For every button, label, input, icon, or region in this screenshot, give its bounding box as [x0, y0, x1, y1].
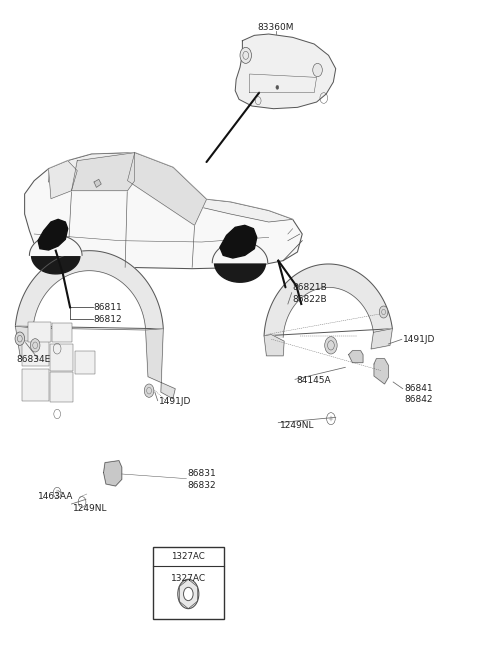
Polygon shape	[202, 199, 293, 222]
Text: 86812: 86812	[93, 315, 122, 324]
Text: 1249NL: 1249NL	[280, 421, 314, 430]
Polygon shape	[212, 241, 268, 263]
Polygon shape	[38, 219, 68, 250]
Polygon shape	[48, 153, 206, 200]
Polygon shape	[235, 34, 336, 109]
Text: 1491JD: 1491JD	[158, 397, 191, 407]
Text: 86842: 86842	[404, 395, 432, 404]
Polygon shape	[94, 179, 101, 187]
Polygon shape	[264, 335, 284, 356]
Bar	[22, 341, 48, 366]
Polygon shape	[48, 161, 77, 198]
Circle shape	[324, 337, 337, 354]
Polygon shape	[32, 236, 80, 274]
Text: 86821B: 86821B	[293, 283, 327, 292]
Bar	[75, 351, 95, 374]
Polygon shape	[24, 153, 302, 269]
Circle shape	[379, 306, 388, 318]
Bar	[22, 369, 48, 401]
Circle shape	[30, 339, 40, 352]
Text: 1463AA: 1463AA	[37, 492, 73, 501]
Bar	[28, 322, 51, 342]
Text: 86832: 86832	[187, 482, 216, 490]
Text: 86811: 86811	[93, 303, 122, 312]
Text: 86822B: 86822B	[293, 295, 327, 304]
Circle shape	[183, 587, 193, 601]
Circle shape	[313, 63, 323, 77]
Circle shape	[15, 332, 24, 345]
Circle shape	[144, 384, 154, 397]
Circle shape	[240, 47, 252, 63]
Polygon shape	[15, 326, 39, 358]
Polygon shape	[15, 250, 163, 330]
Polygon shape	[145, 329, 175, 399]
Circle shape	[178, 579, 199, 609]
Bar	[49, 372, 73, 402]
Polygon shape	[374, 359, 388, 384]
Polygon shape	[128, 153, 206, 225]
Polygon shape	[264, 264, 392, 337]
Bar	[49, 344, 73, 371]
Polygon shape	[104, 461, 122, 486]
Text: 86834E: 86834E	[16, 355, 50, 364]
Polygon shape	[215, 243, 265, 282]
Bar	[153, 547, 224, 619]
Text: 83360M: 83360M	[258, 23, 294, 32]
Circle shape	[276, 86, 279, 90]
Text: 1327AC: 1327AC	[171, 552, 205, 561]
Text: 84145A: 84145A	[296, 376, 331, 385]
Polygon shape	[29, 235, 82, 255]
Text: 86841: 86841	[404, 384, 433, 393]
Text: 1491JD: 1491JD	[403, 335, 435, 344]
Polygon shape	[371, 329, 392, 349]
Polygon shape	[220, 225, 257, 258]
Polygon shape	[72, 153, 135, 190]
Text: 1249NL: 1249NL	[72, 504, 107, 513]
Bar	[52, 323, 72, 342]
Polygon shape	[348, 351, 363, 363]
Text: 1327AC: 1327AC	[171, 574, 206, 583]
Text: 86831: 86831	[187, 470, 216, 478]
